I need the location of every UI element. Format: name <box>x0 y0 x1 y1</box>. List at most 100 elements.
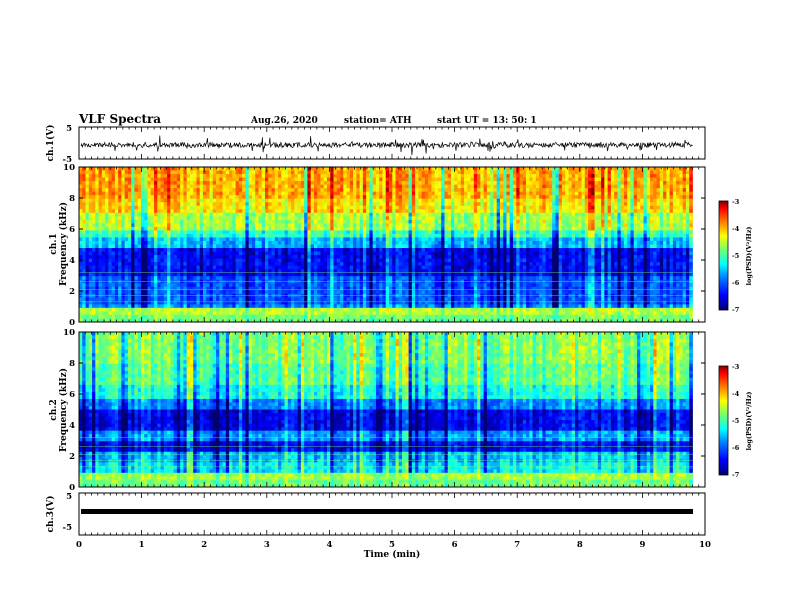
ch1-spectrogram-cell <box>431 205 436 210</box>
ch1-spectrogram-cell <box>271 212 276 217</box>
ch1-spectrogram-cell <box>441 202 445 207</box>
ch1-spectrogram-cell <box>154 205 158 210</box>
ch1-spectrogram-cell <box>131 300 135 305</box>
ch1-spectrogram-cell <box>141 265 145 270</box>
ch1-spectrogram-cell <box>79 314 83 319</box>
ch1-spectrogram-cell <box>261 223 266 228</box>
ch1-spectrogram-cell <box>415 258 419 263</box>
ch1-spectrogram-cell <box>88 170 93 175</box>
ch1-spectrogram-cell <box>405 304 409 309</box>
ch1-spectrogram-cell <box>131 258 135 263</box>
ch1-spectrogram-cell <box>327 202 331 207</box>
ch1-spectrogram-cell <box>431 262 436 267</box>
ch1-spectrogram-cell <box>121 170 126 175</box>
ch1-spectrogram-cell <box>118 276 122 281</box>
ch1-spectrogram-cell <box>392 244 396 249</box>
ch1-spectrogram-cell <box>108 240 113 245</box>
ch1-spectrogram-cell <box>255 244 259 249</box>
ch1-spectrogram-cell <box>343 300 347 305</box>
ch1-spectrogram-cell <box>330 300 334 305</box>
ch1-spectrogram-cell <box>134 244 139 249</box>
ch1-spectrogram-cell <box>392 311 396 316</box>
ch1-spectrogram-cell <box>281 307 285 312</box>
ch1-spectrogram-cell <box>271 290 276 295</box>
ch1-spectrogram-cell <box>300 265 305 270</box>
ch1-spectrogram-cell <box>402 209 406 214</box>
ch1-spectrogram-cell <box>255 223 259 228</box>
ch1-spectrogram-cell <box>287 276 292 281</box>
ch1-spectrogram-cell <box>242 177 246 182</box>
ch1-spectrogram-cell <box>389 255 393 259</box>
ch1-spectrogram-cell <box>284 226 289 231</box>
ch1-waveform-trace <box>80 135 693 156</box>
ch1-spectrogram-cell <box>336 191 341 196</box>
ch1-spectrogram-cell <box>437 258 442 263</box>
ch1-spectrogram-cell <box>340 181 344 186</box>
ch1-spectrogram-cell <box>369 265 374 270</box>
ch1-spectrogram-cell <box>304 230 308 235</box>
ch1-spectrogram-cell <box>124 265 129 270</box>
ch1-spectrogram-cell <box>333 233 338 238</box>
ch1-spectrogram-cell <box>238 276 243 281</box>
ch1-spectrogram-cell <box>199 202 204 207</box>
ch1-spectrogram-cell <box>193 181 197 186</box>
ch1-spectrogram-cell <box>375 237 380 242</box>
ch1-spectrogram-cell <box>278 188 282 193</box>
ch1-spectrogram-cell <box>141 311 145 316</box>
ch1-spectrogram-cell <box>281 283 285 288</box>
ch1-spectrogram-cell <box>222 244 227 249</box>
ch1-spectrogram-cell <box>206 237 210 242</box>
ch1-spectrogram-cell <box>203 283 207 288</box>
ch1-spectrogram-cell <box>271 297 276 302</box>
ch1-spectrogram-cell <box>118 251 122 256</box>
ch1-spectrogram-cell <box>265 237 269 242</box>
ch1-spectrogram-cell <box>199 205 204 210</box>
ch1-spectrogram-cell <box>225 198 230 203</box>
ch1-spectrogram-cell <box>79 240 83 245</box>
ch1-spectrogram-cell <box>366 244 370 249</box>
ch1-spectrogram-cell <box>307 198 312 203</box>
ch1-spectrogram-cell <box>300 177 305 182</box>
ch1-spectrogram-cell <box>411 276 416 281</box>
ch1-spectrogram-cell <box>82 216 86 221</box>
ch1-spectrogram-cell <box>189 212 194 217</box>
ch1-spectrogram-cell <box>366 184 370 189</box>
ch1-spectrogram-cell <box>124 262 129 267</box>
ch1-spectrogram-cell <box>437 177 442 182</box>
ch1-spectrogram-cell <box>402 167 406 171</box>
ch1-spectrogram-cell <box>167 269 171 274</box>
ch1-spectrogram-cell <box>137 262 142 267</box>
ch1-spectrogram-cell <box>281 226 285 231</box>
ch1-spectrogram-cell <box>317 240 321 245</box>
ch1-spectrogram-cell <box>372 205 377 210</box>
ch1-spectrogram-cell <box>88 237 93 242</box>
ch1-spectrogram-cell <box>160 255 165 259</box>
ch1-spectrogram-cell <box>313 230 318 235</box>
ch1-spectrogram-cell <box>206 311 210 316</box>
ch1-spectrogram-cell <box>294 170 299 175</box>
ch1-spectrogram-cell <box>411 230 416 235</box>
ch1-spectrogram-cell <box>408 237 413 242</box>
ch1-spectrogram-cell <box>307 216 312 221</box>
ch1-spectrogram-cell <box>235 184 240 189</box>
ch1-spectrogram-cell <box>79 258 83 263</box>
ch1-spectrogram-cell <box>389 202 393 207</box>
ch1-spectrogram-cell <box>173 251 178 256</box>
ch1-spectrogram-cell <box>382 202 387 207</box>
ch1-spectrogram-cell <box>105 318 109 323</box>
ch1-spectrogram-cell <box>141 202 145 207</box>
ch1-spectrogram-cell <box>447 177 452 182</box>
ch1-spectrogram-cell <box>111 240 116 245</box>
ch1-spectrogram-cell <box>434 297 439 302</box>
ch1-spectrogram-cell <box>392 318 396 323</box>
start-time-label: start UT = 13: 50: 1 <box>437 116 537 126</box>
ch1-spectrogram-cell <box>248 265 253 270</box>
ch1-spectrogram-cell <box>196 314 201 319</box>
ch1-spectrogram-cell <box>258 311 263 316</box>
ch1-spectrogram-cell <box>203 248 207 252</box>
ch1-spectrogram-cell <box>274 269 279 274</box>
ch1-spectrogram-cell <box>193 219 197 224</box>
ch1-spectrogram-cell <box>163 205 168 210</box>
ch1-spectrogram-cell <box>88 174 93 178</box>
ch1-spectrogram-cell <box>154 209 158 214</box>
